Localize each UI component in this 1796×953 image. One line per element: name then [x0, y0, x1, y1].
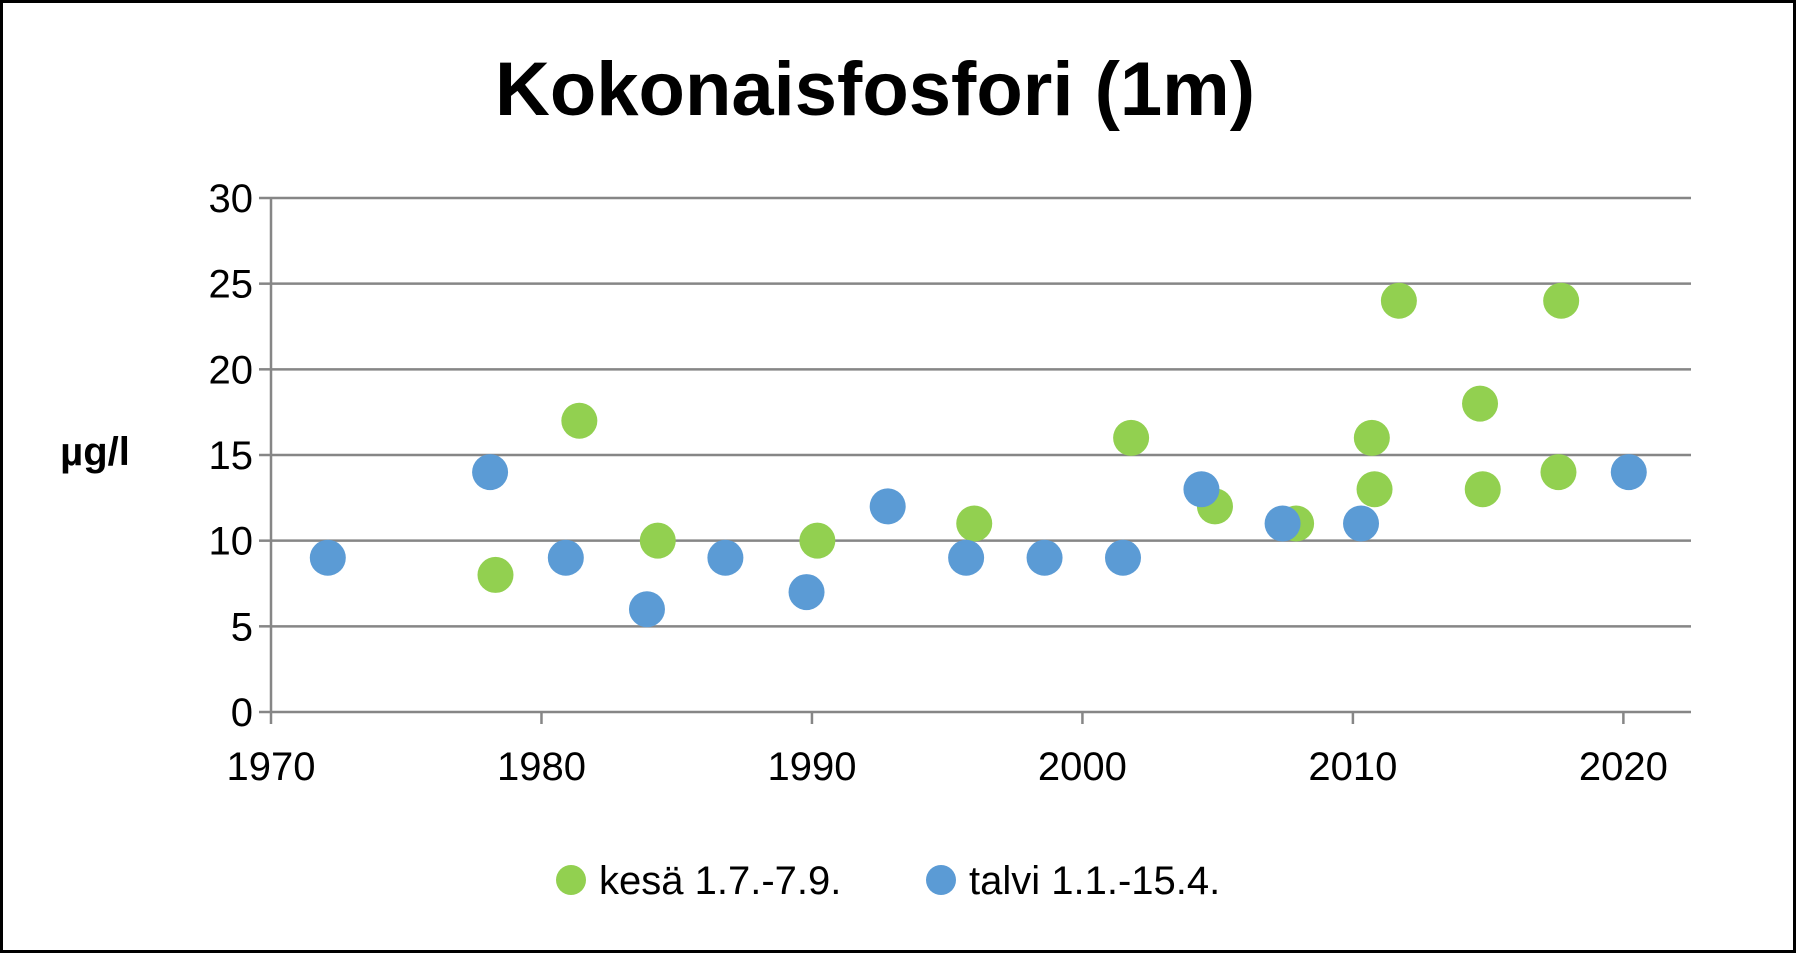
- legend-label-1: talvi 1.1.-15.4.: [969, 859, 1220, 903]
- x-tick-labels: 1970 1980 1990 2000 2010 2020: [227, 745, 1668, 789]
- point-series0-4: [956, 505, 993, 542]
- y-tick-label-5: 5: [231, 605, 253, 649]
- point-series1-2: [547, 539, 584, 576]
- point-series1-13: [1610, 454, 1647, 491]
- point-series1-12: [1343, 505, 1380, 542]
- legend-marker-1: [926, 865, 956, 895]
- y-tick-label-0: 0: [231, 691, 253, 735]
- point-series0-3: [799, 522, 836, 559]
- point-series0-12: [1464, 471, 1501, 508]
- point-series1-4: [707, 539, 744, 576]
- point-series0-10: [1380, 282, 1417, 319]
- x-tick-label-1980: 1980: [497, 745, 586, 789]
- y-tick-label-30: 30: [209, 177, 254, 221]
- point-series0-1: [561, 402, 598, 439]
- x-tick-label-1990: 1990: [767, 745, 856, 789]
- y-tick-label-20: 20: [209, 348, 254, 392]
- point-series1-9: [1105, 539, 1141, 576]
- data-points: [309, 282, 1647, 628]
- legend-label-0: kesä 1.7.-7.9.: [599, 859, 841, 903]
- x-tick-label-1970: 1970: [227, 745, 316, 789]
- y-tick-labels: 0 5 10 15 20 25 30: [209, 177, 254, 735]
- point-series1-3: [628, 591, 665, 628]
- y-tick-label-15: 15: [209, 434, 254, 478]
- point-series1-8: [1026, 539, 1063, 576]
- axes: [269, 198, 1691, 724]
- point-series0-13: [1540, 454, 1577, 491]
- point-series1-10: [1183, 471, 1220, 508]
- point-series1-5: [788, 574, 825, 611]
- chart-canvas: Kokonaisfosfori (1m) µg/l 0 5 10 15 20 25 30 1…: [60, 47, 1691, 903]
- chart-title: Kokonaisfosfori (1m): [495, 47, 1255, 132]
- legend: kesä 1.7.-7.9. talvi 1.1.-15.4.: [556, 859, 1220, 903]
- point-series0-14: [1543, 282, 1580, 319]
- x-tick-label-2020: 2020: [1579, 745, 1668, 789]
- point-series0-5: [1113, 419, 1150, 456]
- legend-marker-0: [556, 865, 586, 895]
- point-series0-8: [1353, 419, 1390, 456]
- gridlines: [259, 196, 1691, 714]
- point-series1-1: [472, 454, 509, 491]
- point-series1-0: [309, 539, 346, 576]
- point-series1-6: [869, 488, 906, 525]
- point-series1-11: [1264, 505, 1301, 542]
- x-tick-label-2000: 2000: [1038, 745, 1127, 789]
- y-tick-label-25: 25: [209, 263, 254, 307]
- point-series0-9: [1356, 471, 1393, 508]
- point-series1-7: [948, 539, 985, 576]
- point-series0-0: [477, 556, 514, 593]
- point-series0-11: [1462, 385, 1499, 422]
- x-tick-label-2010: 2010: [1308, 745, 1397, 789]
- y-tick-label-10: 10: [209, 520, 254, 564]
- point-series0-2: [639, 522, 676, 559]
- y-axis-label: µg/l: [60, 430, 130, 474]
